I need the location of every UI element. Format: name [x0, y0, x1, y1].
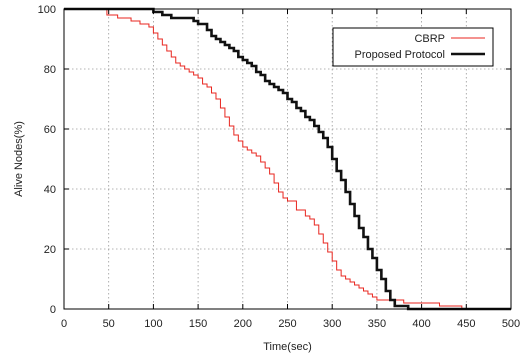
x-tick-label: 250: [278, 318, 296, 330]
x-tick-label: 50: [103, 318, 115, 330]
series-group: [64, 7, 511, 311]
y-tick-label: 60: [44, 124, 56, 136]
y-tick-label: 80: [44, 64, 56, 76]
y-tick-labels: 0 20 40 60 80 100: [38, 4, 56, 316]
x-axis-label: Time(sec): [263, 341, 311, 353]
y-tick-label: 100: [38, 4, 56, 16]
legend-label-proposed-protocol: Proposed Protocol: [355, 49, 446, 61]
x-tick-label: 150: [189, 318, 207, 330]
x-tick-labels: 0 50 100 150 200 250 300 350 400 450 500: [61, 318, 520, 330]
y-axis-label: Alive Nodes(%): [13, 121, 25, 197]
grid: [64, 9, 511, 309]
legend: CBRP Proposed Protocol: [332, 27, 494, 67]
x-tick-label: 400: [412, 318, 430, 330]
x-tick-label: 100: [144, 318, 162, 330]
axis-ticks: [63, 8, 512, 310]
y-tick-label: 20: [44, 244, 56, 256]
x-tick-label: 300: [323, 318, 341, 330]
x-tick-label: 500: [502, 318, 520, 330]
x-tick-label: 200: [234, 318, 252, 330]
series-line-proposed-protocol: [64, 7, 511, 311]
series-line-cbrp: [64, 8, 511, 310]
legend-label-cbrp: CBRP: [414, 33, 445, 45]
legend-box: [332, 27, 494, 67]
x-tick-label: 0: [61, 318, 67, 330]
y-tick-label: 0: [50, 304, 56, 316]
x-tick-label: 450: [457, 318, 475, 330]
y-tick-label: 40: [44, 184, 56, 196]
x-tick-label: 350: [368, 318, 386, 330]
